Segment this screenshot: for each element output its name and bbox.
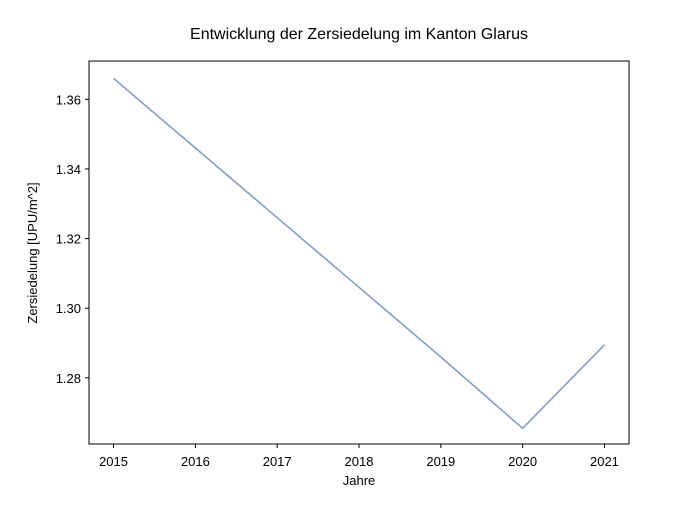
y-tick-label: 1.34 [56, 162, 81, 177]
y-tick-label: 1.30 [56, 301, 81, 316]
chart-title: Entwicklung der Zersiedelung im Kanton G… [190, 26, 528, 43]
y-axis-ticks: 1.28 1.30 1.32 1.34 1.36 [56, 92, 89, 386]
series-line-0 [113, 77, 606, 430]
y-axis-label: Zersiedelung [UPU/m^2] [25, 182, 40, 323]
x-tick-label: 2017 [263, 454, 292, 469]
y-tick-label: 1.36 [56, 92, 81, 107]
x-tick-label: 2015 [99, 454, 128, 469]
x-axis-label: Jahre [343, 473, 376, 488]
x-axis-ticks: 2015 2016 2017 2018 2019 2020 2021 [99, 444, 619, 469]
x-tick-label: 2021 [590, 454, 619, 469]
x-tick-label: 2020 [508, 454, 537, 469]
series-layer [113, 77, 606, 430]
x-tick-label: 2016 [181, 454, 210, 469]
x-tick-label: 2019 [426, 454, 455, 469]
x-tick-label: 2018 [345, 454, 374, 469]
plot-area: 2015 2016 2017 2018 2019 2020 2021 1.28 1.30 1.3… [56, 60, 630, 469]
y-tick-label: 1.28 [56, 371, 81, 386]
y-tick-label: 1.32 [56, 232, 81, 247]
